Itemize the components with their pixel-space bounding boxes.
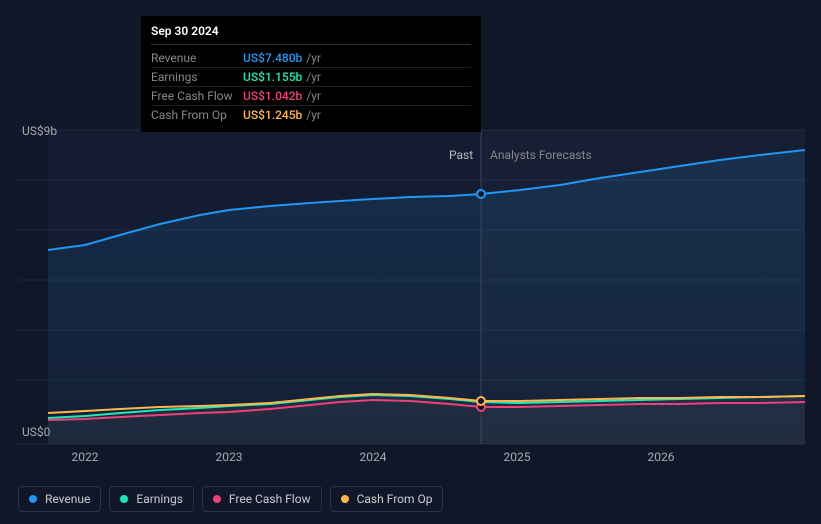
tooltip-row: Free Cash FlowUS$1.042b/yr xyxy=(151,87,471,106)
tooltip-row: RevenueUS$7.480b/yr xyxy=(151,49,471,68)
tooltip-value: US$1.245b xyxy=(243,108,302,122)
legend-dot xyxy=(341,495,349,503)
legend-label: Cash From Op xyxy=(357,492,433,506)
region-label-past: Past xyxy=(449,148,473,162)
tooltip-unit: /yr xyxy=(306,70,321,84)
legend-label: Free Cash Flow xyxy=(229,492,311,506)
tooltip-label: Earnings xyxy=(151,70,243,84)
tooltip-unit: /yr xyxy=(306,108,321,122)
tooltip-unit: /yr xyxy=(306,89,321,103)
x-axis-label: 2026 xyxy=(648,450,675,464)
legend: Revenue Earnings Free Cash Flow Cash From O… xyxy=(18,486,443,512)
legend-item-cash-from-op[interactable]: Cash From Op xyxy=(330,486,444,512)
x-axis-label: 2025 xyxy=(504,450,531,464)
tooltip-value: US$1.042b xyxy=(243,89,302,103)
legend-dot xyxy=(213,495,221,503)
x-axis-label: 2023 xyxy=(216,450,243,464)
legend-label: Revenue xyxy=(45,492,90,506)
region-label-forecast: Analysts Forecasts xyxy=(490,148,592,162)
legend-item-free-cash-flow[interactable]: Free Cash Flow xyxy=(202,486,322,512)
tooltip-value: US$7.480b xyxy=(243,51,302,65)
tooltip-label: Cash From Op xyxy=(151,108,243,122)
tooltip: Sep 30 2024 RevenueUS$7.480b/yrEarningsU… xyxy=(141,16,481,132)
x-axis-label: 2024 xyxy=(360,450,387,464)
tooltip-row: Cash From OpUS$1.245b/yr xyxy=(151,106,471,124)
tooltip-label: Revenue xyxy=(151,51,243,65)
legend-label: Earnings xyxy=(136,492,183,506)
legend-dot xyxy=(29,495,37,503)
tooltip-date: Sep 30 2024 xyxy=(151,24,471,45)
tooltip-value: US$1.155b xyxy=(243,70,302,84)
legend-item-earnings[interactable]: Earnings xyxy=(109,486,194,512)
tooltip-label: Free Cash Flow xyxy=(151,89,243,103)
legend-item-revenue[interactable]: Revenue xyxy=(18,486,101,512)
chart-container: US$9b US$0 2022 2023 2024 2025 2026 Past Ana… xyxy=(0,0,821,524)
y-axis-label-min: US$0 xyxy=(22,425,50,439)
x-axis-label: 2022 xyxy=(72,450,99,464)
legend-dot xyxy=(120,495,128,503)
y-axis-label-max: US$9b xyxy=(22,124,57,138)
tooltip-unit: /yr xyxy=(306,51,321,65)
tooltip-row: EarningsUS$1.155b/yr xyxy=(151,68,471,87)
